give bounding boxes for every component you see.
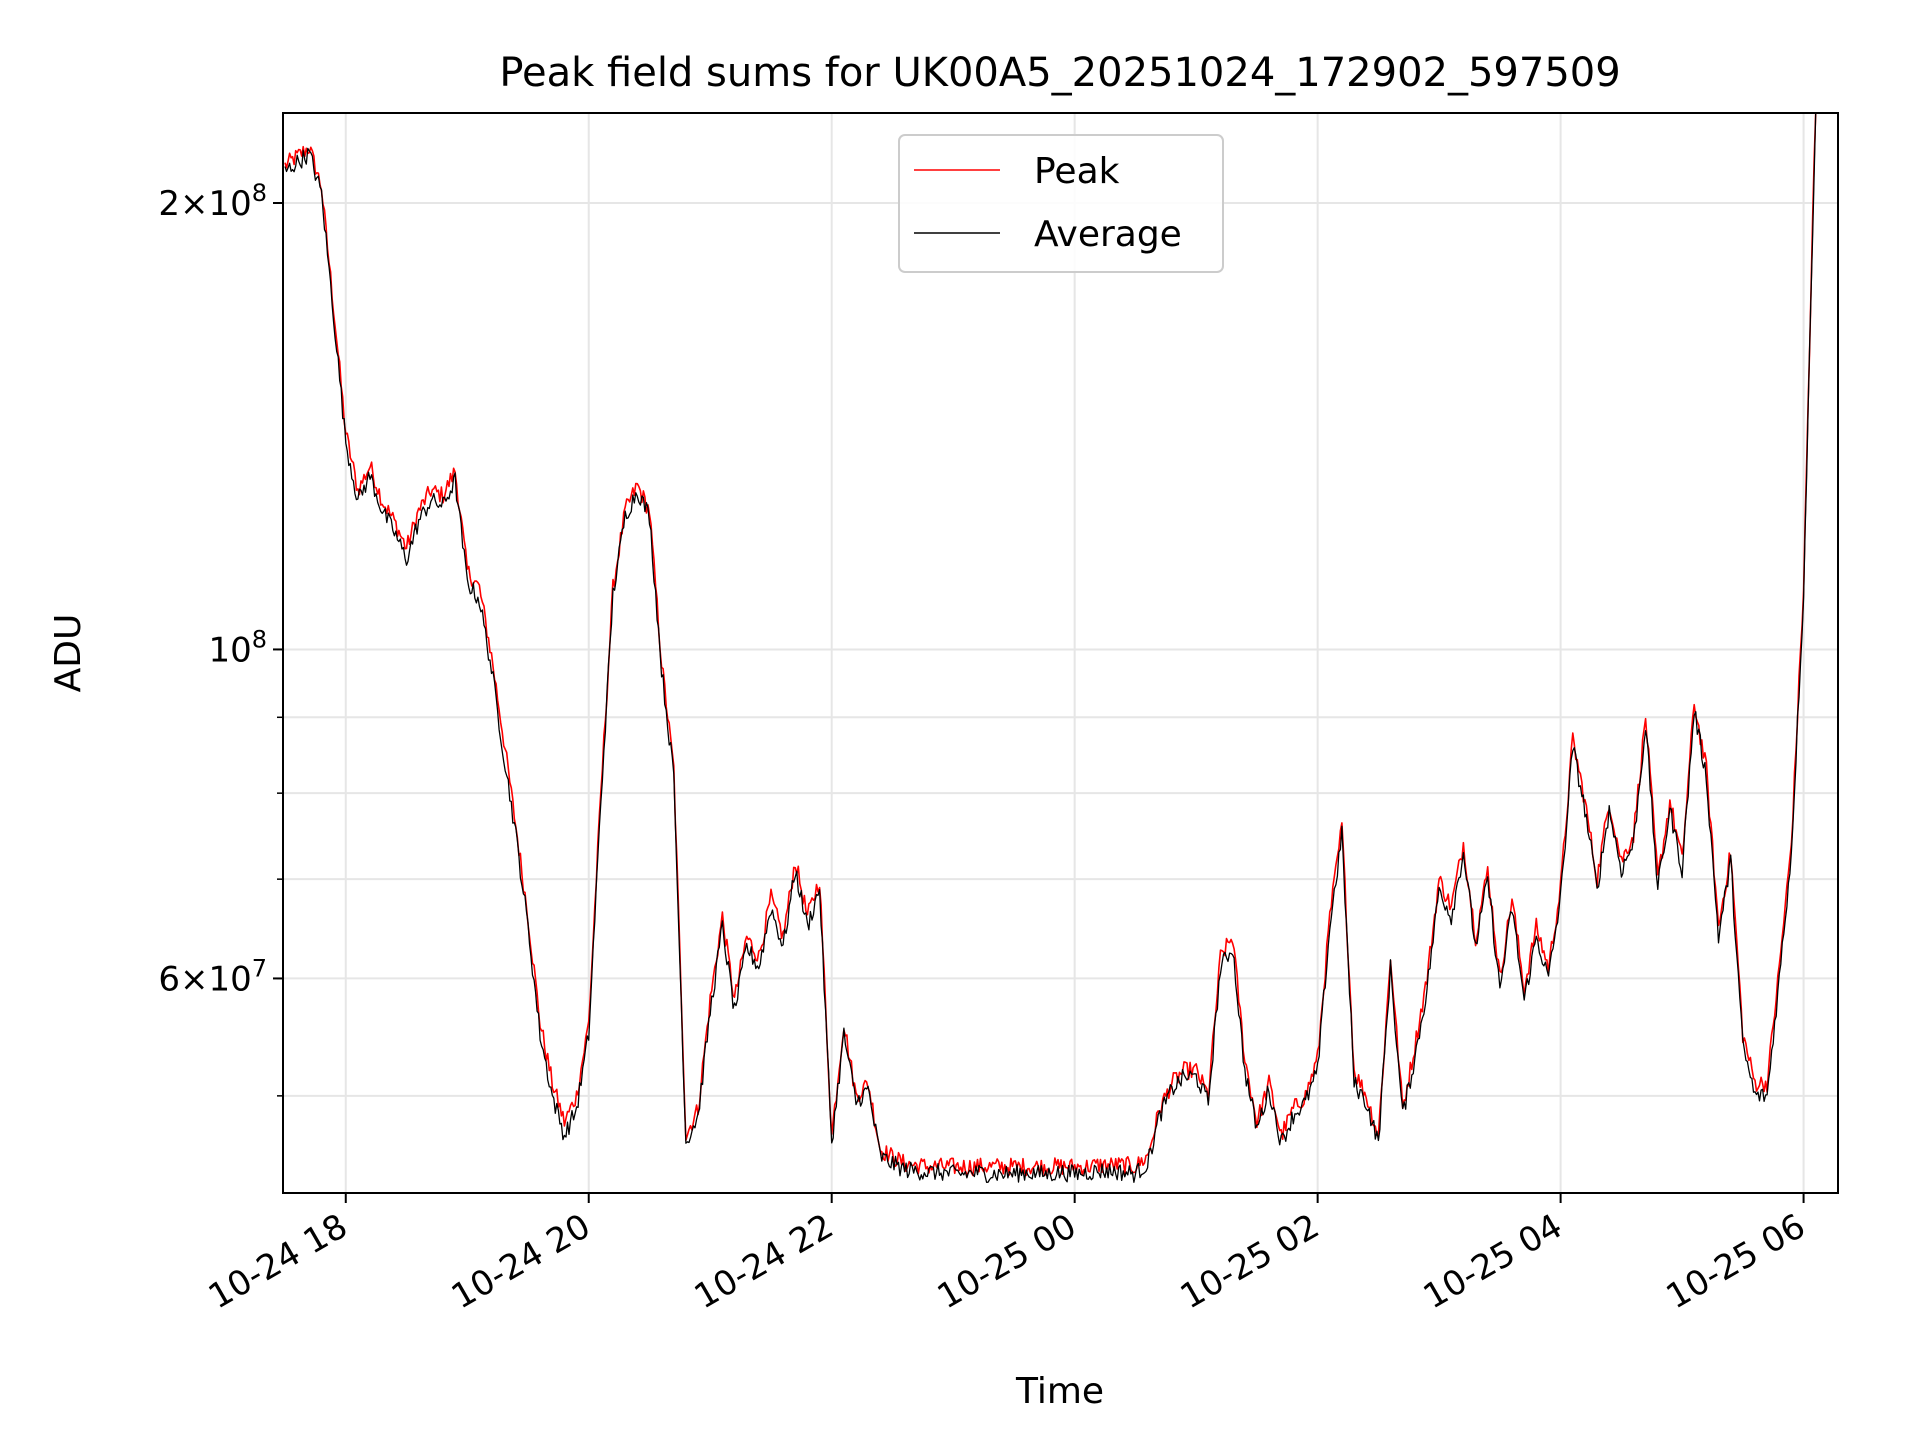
y-tick-label: 2×108: [158, 179, 267, 224]
x-axis-label: Time: [1015, 1371, 1104, 1412]
y-tick-label: 108: [208, 625, 267, 670]
y-axis-label: ADU: [48, 614, 89, 693]
plot-frame: [282, 112, 1839, 1194]
plot-lines: [284, 112, 1817, 1183]
y-axis-ticks: 6×107 108 2×108: [158, 179, 283, 1097]
legend-label-average: Average: [1034, 214, 1182, 255]
legend-label-peak: Peak: [1034, 151, 1120, 192]
series-line-average: [284, 112, 1817, 1183]
y-tick-label: 6×107: [158, 954, 267, 999]
chart-title: Peak field sums for UK00A5_20251024_1729…: [499, 50, 1620, 96]
legend: Peak Average: [898, 134, 1224, 273]
